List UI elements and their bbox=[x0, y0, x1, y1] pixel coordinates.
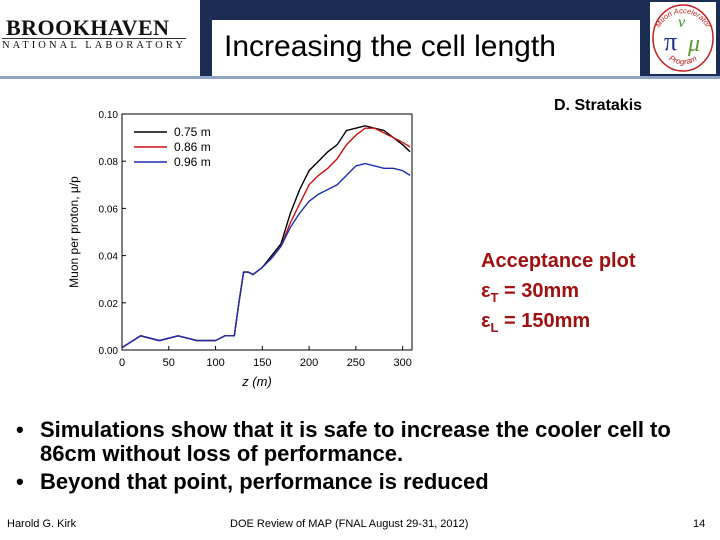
y-tick-label: 0.10 bbox=[99, 110, 119, 121]
x-tick-label: 100 bbox=[206, 357, 224, 369]
acceptance-chart: 0 50 100 150 200 250 300 0.00 0.02 0.04 0.06 0.08 0.… bbox=[62, 100, 422, 397]
logo-line1: BROOKHAVEN bbox=[6, 15, 170, 40]
map-logo-graphic: Muon Accelerator Program π ν μ bbox=[652, 4, 714, 72]
x-tick-label: 150 bbox=[253, 357, 271, 369]
epsilon-t: εT = 30mm bbox=[481, 280, 579, 305]
y-tick-label: 0.06 bbox=[99, 204, 119, 215]
epsilon-l-sub: L bbox=[490, 320, 499, 335]
map-logo-bottom-text: Program bbox=[667, 54, 698, 67]
bullet-item: • Simulations show that it is safe to inc… bbox=[12, 418, 712, 466]
plot-frame bbox=[121, 113, 413, 351]
map-logo: Muon Accelerator Program π ν μ bbox=[650, 2, 716, 74]
logo-line2: NATIONAL LABORATORY bbox=[2, 38, 187, 51]
y-tick-label: 0.00 bbox=[99, 346, 119, 357]
chart-svg: 0 50 100 150 200 250 300 0.00 0.02 0.04 0.06 0.08 0.… bbox=[67, 110, 413, 389]
x-tick-label: 300 bbox=[393, 357, 411, 369]
series-line-0-86-m bbox=[121, 127, 411, 349]
brookhaven-logo: BROOKHAVEN NATIONAL LABORATORY bbox=[0, 0, 200, 76]
epsilon-l: εL = 150mm bbox=[481, 310, 590, 335]
epsilon-l-value: = 150mm bbox=[498, 310, 591, 332]
author-name: D. Stratakis bbox=[554, 97, 643, 114]
bullet-text: Beyond that point, performance is reduce… bbox=[40, 469, 489, 494]
slide-header: BROOKHAVEN NATIONAL LABORATORY Increasin… bbox=[0, 0, 720, 80]
x-tick-label: 250 bbox=[347, 357, 365, 369]
epsilon-l-symbol: ε bbox=[481, 310, 491, 332]
y-tick-label: 0.08 bbox=[99, 157, 119, 168]
bullet-text: Simulations show that it is safe to incr… bbox=[40, 417, 671, 466]
x-axis-label: z (m) bbox=[241, 374, 272, 389]
map-logo-nu: ν bbox=[678, 14, 686, 31]
series-line-0-96-m bbox=[121, 162, 411, 349]
map-logo-pi: π bbox=[664, 27, 677, 56]
footer-presenter: Harold G. Kirk bbox=[7, 518, 77, 530]
svg-text:Program: Program bbox=[667, 54, 698, 67]
y-tick-label: 0.04 bbox=[99, 252, 119, 263]
bullet-dot: • bbox=[16, 469, 24, 494]
legend-entry: 0.96 m bbox=[174, 155, 211, 169]
epsilon-t-value: = 30mm bbox=[498, 280, 580, 302]
footer-event: DOE Review of MAP (FNAL August 29-31, 20… bbox=[230, 518, 469, 530]
bullet-list: • Simulations show that it is safe to inc… bbox=[12, 418, 712, 498]
slide-title: Increasing the cell length bbox=[224, 30, 556, 63]
bullet-item: • Beyond that point, performance is reduc… bbox=[12, 470, 712, 494]
series-line-0-75-m bbox=[121, 125, 411, 349]
bullet-dot: • bbox=[16, 417, 24, 442]
epsilon-t-symbol: ε bbox=[481, 280, 491, 302]
map-logo-mu: μ bbox=[687, 31, 700, 57]
acceptance-heading: Acceptance plot bbox=[481, 250, 636, 272]
header-underline bbox=[0, 76, 720, 79]
x-tick-label: 50 bbox=[163, 357, 175, 369]
title-box: Increasing the cell length bbox=[212, 20, 640, 76]
x-tick-label: 200 bbox=[300, 357, 318, 369]
legend-entry: 0.75 m bbox=[174, 125, 211, 139]
footer-page-number: 14 bbox=[693, 518, 706, 530]
y-tick-label: 0.02 bbox=[99, 299, 119, 310]
y-axis-label: Muon per proton, μ/p bbox=[67, 176, 81, 288]
epsilon-t-sub: T bbox=[490, 290, 499, 305]
x-tick-label: 0 bbox=[119, 357, 125, 369]
legend-entry: 0.86 m bbox=[174, 140, 211, 154]
